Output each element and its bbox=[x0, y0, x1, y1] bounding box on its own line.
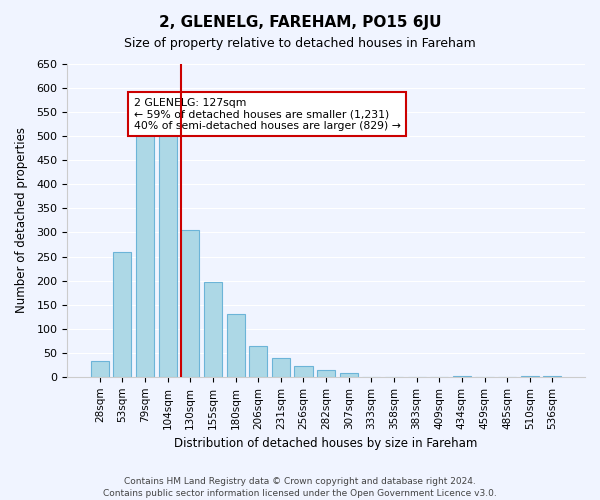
Bar bbox=[136, 129, 154, 377]
Bar bbox=[204, 282, 222, 377]
Bar bbox=[158, 129, 177, 377]
Bar bbox=[317, 370, 335, 377]
Bar bbox=[340, 373, 358, 377]
Bar bbox=[249, 346, 267, 377]
Text: 2 GLENELG: 127sqm
← 59% of detached houses are smaller (1,231)
40% of semi-detac: 2 GLENELG: 127sqm ← 59% of detached hous… bbox=[134, 98, 401, 131]
Text: Contains public sector information licensed under the Open Government Licence v3: Contains public sector information licen… bbox=[103, 489, 497, 498]
Text: Contains HM Land Registry data © Crown copyright and database right 2024.: Contains HM Land Registry data © Crown c… bbox=[124, 478, 476, 486]
Bar bbox=[272, 358, 290, 377]
X-axis label: Distribution of detached houses by size in Fareham: Distribution of detached houses by size … bbox=[175, 437, 478, 450]
Bar bbox=[91, 362, 109, 377]
Text: Size of property relative to detached houses in Fareham: Size of property relative to detached ho… bbox=[124, 38, 476, 51]
Bar bbox=[113, 252, 131, 377]
Bar bbox=[544, 376, 562, 377]
Bar bbox=[521, 376, 539, 377]
Text: 2, GLENELG, FAREHAM, PO15 6JU: 2, GLENELG, FAREHAM, PO15 6JU bbox=[159, 15, 441, 30]
Bar bbox=[227, 314, 245, 377]
Bar bbox=[453, 376, 471, 377]
Y-axis label: Number of detached properties: Number of detached properties bbox=[15, 128, 28, 314]
Bar bbox=[295, 366, 313, 377]
Bar bbox=[181, 230, 199, 377]
